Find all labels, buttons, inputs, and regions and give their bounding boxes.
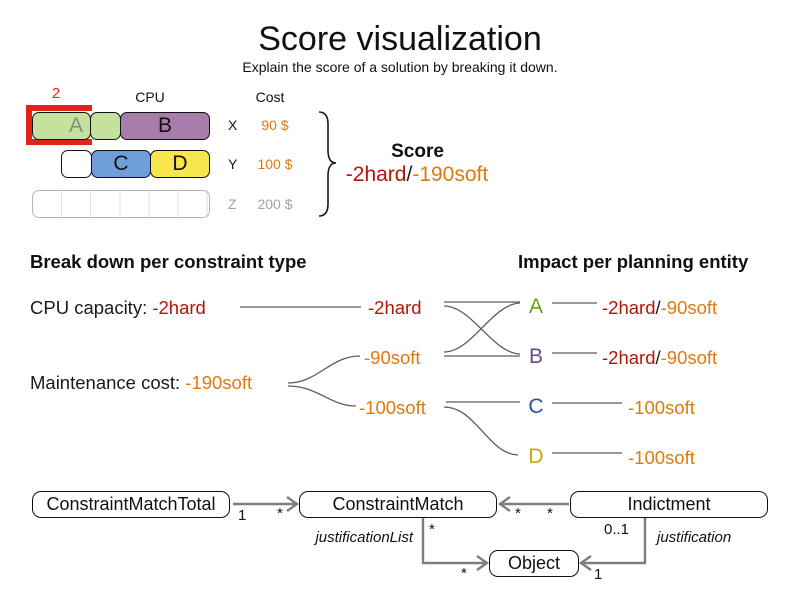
score-hard-part: -2hard xyxy=(345,163,407,186)
empty-machine-box xyxy=(32,190,210,218)
page-subtitle: Explain the score of a solution by break… xyxy=(242,59,558,75)
uml-class-indictment: Indictment xyxy=(570,491,768,518)
mult-ind-object-source: 0..1 xyxy=(604,521,630,538)
machine-label-x: X xyxy=(228,117,238,133)
mult-ind-edge-source: * xyxy=(547,505,553,522)
line-2hard-to-b xyxy=(443,305,521,355)
entity-score-c: -100soft xyxy=(628,397,695,418)
cost-header: Cost xyxy=(255,89,285,105)
score-soft-part: -190soft xyxy=(412,163,489,186)
page-title: Score visualization xyxy=(258,20,542,58)
score-value: -2hard/-190soft xyxy=(327,163,507,187)
role-justification-list: justificationList xyxy=(315,529,413,546)
uml-class-object: Object xyxy=(489,550,579,577)
entity-score-a: -2hard/-90soft xyxy=(602,297,717,319)
mult-cm-object-source: * xyxy=(429,521,435,538)
mid-value-90soft: -90soft xyxy=(364,347,421,368)
overload-highlight-bracket xyxy=(26,105,92,145)
machine-cost-z: 200 $ xyxy=(257,196,293,212)
machine-cost-y: 100 $ xyxy=(257,156,293,172)
machine-label-y: Y xyxy=(228,156,238,172)
entity-letter-a: A xyxy=(528,295,543,318)
uml-class-constraint-match: ConstraintMatch xyxy=(299,491,497,518)
arrowhead-into-cm-right xyxy=(497,496,511,512)
overload-count: 2 xyxy=(51,85,61,102)
constraint-maintenance-label: Maintenance cost: xyxy=(30,372,186,393)
entity-b-soft: -90soft xyxy=(660,347,718,368)
process-box-a-overflow xyxy=(90,112,121,140)
mult-cmt-target: * xyxy=(277,505,283,522)
line-90soft-to-a xyxy=(443,302,521,353)
line-100soft-to-d xyxy=(443,406,519,456)
arrowhead-into-object-left xyxy=(476,555,490,571)
cpu-header: CPU xyxy=(135,89,165,105)
mid-value-100soft: -100soft xyxy=(359,397,426,418)
uml-class-constraint-match-total: ConstraintMatchTotal xyxy=(32,491,230,518)
constraint-maintenance-value: -190soft xyxy=(185,372,253,393)
constraint-maintenance-row: Maintenance cost: -190soft xyxy=(30,372,252,394)
line-maintenance-to-90soft xyxy=(287,355,361,384)
process-box-a: A xyxy=(32,112,91,140)
entity-a-soft: -90soft xyxy=(660,297,718,318)
score-separator: / xyxy=(406,163,413,186)
role-justification: justification xyxy=(657,529,732,546)
entity-letter-b: B xyxy=(528,345,543,368)
process-box-b: B xyxy=(120,112,210,140)
mult-cm-object-target: * xyxy=(461,565,467,582)
breakdown-heading: Break down per constraint type xyxy=(30,251,307,272)
line-maintenance-to-100soft xyxy=(287,385,357,407)
arrowhead-into-cm-left xyxy=(286,496,300,512)
constraint-cpu-value: -2hard xyxy=(152,297,206,318)
entity-letter-c: C xyxy=(528,395,544,418)
process-box-c: C xyxy=(91,150,151,178)
empty-slot-box xyxy=(61,150,92,178)
entity-score-b: -2hard/-90soft xyxy=(602,347,717,369)
entity-a-separator: / xyxy=(655,297,661,318)
score-heading: Score xyxy=(391,141,444,162)
mult-cmt-source: 1 xyxy=(238,507,247,524)
mult-ind-edge-target: * xyxy=(515,505,521,522)
entity-score-d: -100soft xyxy=(628,447,695,468)
entity-b-separator: / xyxy=(655,347,661,368)
impact-heading: Impact per planning entity xyxy=(518,251,749,272)
constraint-cpu-row: CPU capacity: -2hard xyxy=(30,297,206,319)
mid-value-2hard: -2hard xyxy=(368,297,422,318)
machine-label-z: Z xyxy=(228,196,237,212)
breakdown-connectors xyxy=(240,301,622,456)
entity-letter-d: D xyxy=(528,445,544,468)
process-box-d: D xyxy=(150,150,210,178)
arrowhead-into-object-right xyxy=(578,555,592,571)
machine-cost-x: 90 $ xyxy=(261,117,289,133)
mult-ind-object-target: 1 xyxy=(594,566,603,583)
entity-a-hard: -2hard xyxy=(602,297,656,318)
constraint-cpu-label: CPU capacity: xyxy=(30,297,153,318)
entity-b-hard: -2hard xyxy=(602,347,656,368)
